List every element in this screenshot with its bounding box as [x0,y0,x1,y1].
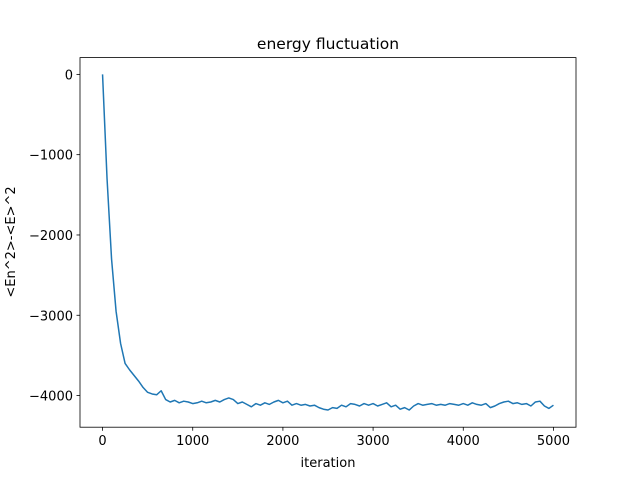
y-axis-label: <En^2>-<E>^2 [4,186,19,297]
x-tick-label: 4000 [447,434,480,449]
y-tick-label: −3000 [29,309,73,324]
data-line [101,74,554,411]
x-tick-label: 0 [98,434,106,449]
chart-title: energy fluctuation [257,35,399,53]
x-tick-label: 3000 [357,434,390,449]
x-tick-label: 1000 [176,434,209,449]
plot-frame [79,57,577,428]
y-tick-label: −1000 [29,149,73,164]
y-tick-label: −2000 [29,229,73,244]
y-tick-label: 0 [65,68,73,83]
x-axis-label: iteration [301,456,356,471]
x-tick-label: 5000 [537,434,570,449]
x-tick-label: 2000 [266,434,299,449]
y-tick-label: −4000 [29,390,73,405]
